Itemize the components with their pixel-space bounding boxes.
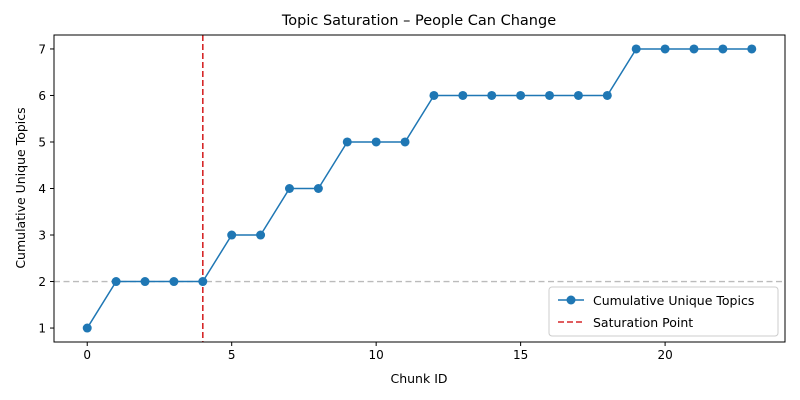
data-point <box>400 137 410 147</box>
data-point <box>602 90 612 100</box>
legend-marker-series <box>566 295 576 305</box>
data-point <box>256 230 266 240</box>
x-tick-label: 10 <box>369 348 384 362</box>
data-point <box>545 90 555 100</box>
data-point <box>111 277 121 287</box>
data-point <box>660 44 670 54</box>
data-point <box>82 323 92 333</box>
data-point <box>429 90 439 100</box>
data-point <box>198 277 208 287</box>
data-point <box>631 44 641 54</box>
x-tick-label: 15 <box>513 348 528 362</box>
y-tick-label: 7 <box>38 42 46 56</box>
series-line <box>86 48 752 329</box>
x-tick-label: 20 <box>657 348 672 362</box>
data-point <box>371 137 381 147</box>
data-point <box>573 90 583 100</box>
data-point <box>689 44 699 54</box>
x-tick-label: 0 <box>83 348 91 362</box>
data-point <box>313 184 323 193</box>
legend-box <box>548 286 779 337</box>
legend: Cumulative Unique Topics Saturation Poin… <box>548 286 779 337</box>
data-point <box>718 44 728 54</box>
data-point <box>284 184 294 193</box>
x-tick-label: 5 <box>228 348 236 362</box>
axes: 0 5 10 15 20 1 2 3 4 5 6 7 <box>38 34 786 362</box>
legend-label-saturation: Saturation Point <box>593 315 693 330</box>
y-axis-label: Cumulative Unique Topics <box>13 107 28 268</box>
data-point <box>140 277 150 287</box>
data-point <box>487 90 497 100</box>
y-tick-label: 4 <box>38 182 46 196</box>
chart-title: Topic Saturation – People Can Change <box>281 13 556 29</box>
y-tick-label: 5 <box>38 135 46 149</box>
y-tick-label: 6 <box>38 89 46 103</box>
data-point <box>516 90 526 100</box>
x-axis-label: Chunk ID <box>390 371 447 386</box>
y-tick-label: 3 <box>38 229 46 243</box>
data-point <box>342 137 352 147</box>
legend-label-series: Cumulative Unique Topics <box>593 293 754 308</box>
data-point <box>169 277 179 287</box>
data-point <box>227 230 237 240</box>
plot-area <box>54 35 785 342</box>
data-point <box>747 44 757 54</box>
data-point <box>458 90 468 100</box>
y-tick-label: 2 <box>38 275 46 289</box>
y-tick-label: 1 <box>38 322 46 336</box>
